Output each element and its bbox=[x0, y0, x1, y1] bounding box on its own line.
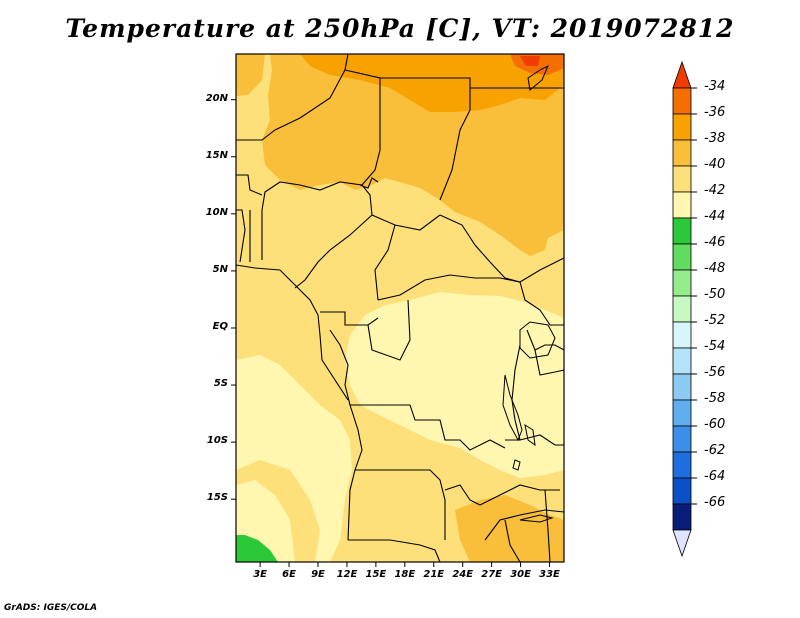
colorbar-swatch bbox=[672, 373, 692, 401]
lat-tick-label: 15S bbox=[206, 492, 228, 504]
colorbar-label: -64 bbox=[704, 469, 726, 484]
region-hottest-spot-core bbox=[520, 56, 540, 66]
map-frame bbox=[235, 53, 565, 563]
colorbar-swatch bbox=[672, 269, 692, 297]
lakes bbox=[502, 64, 556, 523]
colorbar-label: -54 bbox=[704, 339, 726, 354]
colorbar-swatch bbox=[672, 139, 692, 167]
lat-tick-label: 15N bbox=[205, 149, 228, 161]
credit-text: GrADS: IGES/COLA bbox=[4, 603, 98, 613]
colorbar-swatch bbox=[672, 529, 692, 558]
lon-tick-label: 18E bbox=[394, 569, 416, 580]
lat-tick-label: 5N bbox=[212, 263, 228, 275]
colorbar-swatch bbox=[672, 503, 692, 531]
coastline bbox=[235, 177, 379, 401]
colorbar-label: -34 bbox=[704, 79, 726, 94]
lon-tick-label: 30E bbox=[510, 569, 531, 580]
lon-tick-label: 12E bbox=[336, 569, 358, 580]
colorbar-swatch bbox=[672, 451, 692, 479]
lon-tick-label: 21E bbox=[423, 569, 445, 580]
colorbar-label: -46 bbox=[704, 235, 726, 250]
colorbar-swatch bbox=[672, 477, 692, 505]
colorbar-label: -42 bbox=[704, 183, 726, 198]
colorbar-label: -56 bbox=[704, 365, 726, 380]
colorbar-label: -38 bbox=[704, 131, 726, 146]
colorbar-label: -48 bbox=[704, 261, 726, 276]
colorbar-swatch bbox=[672, 243, 692, 271]
colorbar-label: -66 bbox=[704, 495, 726, 510]
colorbar-label: -50 bbox=[704, 287, 726, 302]
colorbar-label: -58 bbox=[704, 391, 726, 406]
lon-tick-label: 33E bbox=[539, 569, 560, 580]
colorbar-swatch bbox=[672, 347, 692, 375]
colorbar-label: -62 bbox=[704, 443, 726, 458]
colorbar-swatch bbox=[672, 113, 692, 141]
lon-tick-label: 9E bbox=[311, 569, 325, 580]
colorbar-swatch bbox=[672, 191, 692, 219]
region-central-pale bbox=[345, 292, 564, 478]
colorbar-swatch bbox=[672, 425, 692, 453]
temperature-field bbox=[235, 53, 565, 563]
colorbar bbox=[672, 60, 697, 558]
lat-tick-label: 10S bbox=[206, 435, 228, 447]
colorbar-swatch bbox=[672, 217, 692, 245]
colorbar-swatch bbox=[672, 295, 692, 323]
colorbar-swatch bbox=[672, 60, 692, 89]
colorbar-swatch bbox=[672, 87, 692, 115]
region-cold-southwest bbox=[236, 535, 278, 562]
region-warm-north-2 bbox=[236, 54, 265, 96]
colorbar-label: -36 bbox=[704, 105, 726, 120]
lat-tick-label: EQ bbox=[212, 320, 228, 332]
lon-tick-label: 24E bbox=[452, 569, 474, 580]
colorbar-label: -44 bbox=[704, 209, 726, 224]
lon-tick-label: 6E bbox=[282, 569, 296, 580]
region-hot-northeast bbox=[300, 54, 564, 112]
colorbar-label: -52 bbox=[704, 313, 726, 328]
map-title: Temperature at 250hPa [C], VT: 201907281… bbox=[65, 14, 735, 43]
lat-tick-label: 10N bbox=[205, 206, 228, 218]
lat-tick-label: 5S bbox=[213, 378, 228, 390]
lat-tick-label: 20N bbox=[205, 92, 228, 104]
country-borders bbox=[236, 53, 565, 563]
colorbar-label: -60 bbox=[704, 417, 726, 432]
colorbar-label: -40 bbox=[704, 157, 726, 172]
colorbar-swatch bbox=[672, 399, 692, 427]
colorbar-swatch bbox=[672, 165, 692, 193]
lon-tick-label: 15E bbox=[365, 569, 387, 580]
axis-ticks bbox=[231, 99, 551, 567]
lon-tick-label: 3E bbox=[253, 569, 267, 580]
colorbar-swatch bbox=[672, 321, 692, 349]
lon-tick-label: 27E bbox=[481, 569, 503, 580]
